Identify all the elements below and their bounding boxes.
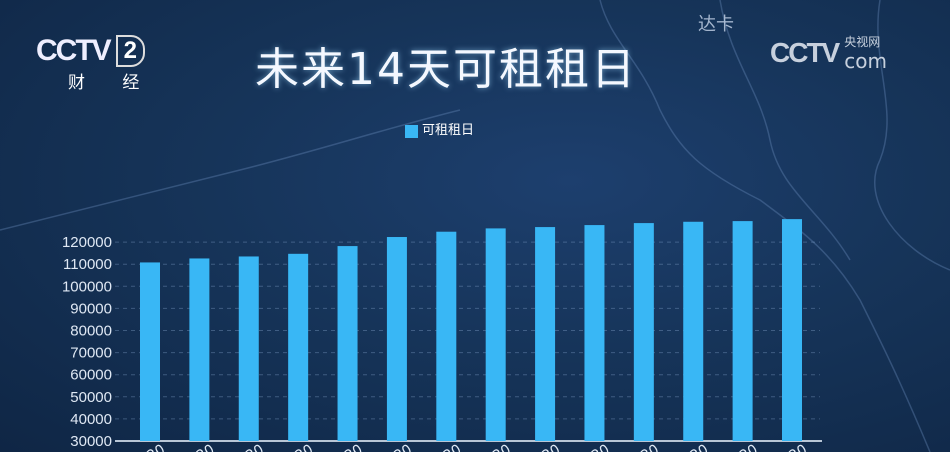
y-tick-label: 50000	[70, 389, 112, 406]
watermark-site-cn: 央视网	[844, 35, 881, 49]
legend-swatch	[405, 124, 418, 138]
x-tick-label: 20	[391, 442, 414, 452]
bar	[140, 262, 160, 441]
bar	[436, 231, 457, 441]
y-tick-label: 90000	[70, 300, 112, 317]
y-tick-label: 70000	[70, 345, 112, 362]
watermark-site-stack: 央视网 com	[844, 34, 887, 72]
x-tick-label: 20	[342, 442, 365, 452]
bar	[732, 221, 753, 441]
legend: 可租租日	[405, 123, 474, 139]
map-label: 达卡	[698, 14, 734, 35]
y-tick-label: 30000	[70, 433, 112, 450]
x-tick-label: 20	[787, 442, 810, 452]
bar	[633, 223, 654, 441]
bar	[337, 246, 358, 441]
y-tick-label: 80000	[70, 323, 112, 340]
x-tick-label: 20	[243, 442, 266, 452]
bar	[683, 221, 704, 441]
x-tick-label: 20	[441, 442, 464, 452]
y-tick-label: 110000	[63, 256, 112, 273]
bar	[485, 228, 506, 441]
y-tick-label: 60000	[70, 367, 112, 384]
bar	[386, 237, 407, 441]
bar	[288, 253, 309, 441]
logo-row: CCTV 2	[36, 34, 146, 68]
x-tick-label: 20	[688, 442, 711, 452]
bar	[189, 258, 210, 441]
bar	[584, 225, 605, 441]
legend-label: 可租租日	[422, 123, 475, 138]
watermark-site: com	[844, 49, 887, 73]
x-tick-label: 20	[589, 442, 612, 452]
bar	[535, 227, 556, 441]
cctv2-logo: CCTV 2 财 经	[36, 34, 155, 94]
x-tick-label: 20	[145, 442, 168, 452]
bar	[238, 256, 259, 441]
y-tick-label: 120000	[62, 234, 112, 251]
y-tick-label: 40000	[70, 411, 112, 428]
logo-channel-name: 财 经	[68, 73, 156, 93]
x-tick-label: 20	[638, 442, 661, 452]
bar	[782, 219, 802, 441]
x-tick-label: 20	[737, 442, 760, 452]
cctv-com-watermark: CCTV 央视网 com	[770, 34, 887, 72]
x-tick-label: 20	[293, 442, 316, 452]
y-tick-label: 100000	[62, 278, 112, 295]
x-tick-label: 20	[194, 442, 217, 452]
x-tick-label: 20	[540, 442, 563, 452]
chart-title: 未来14天可租租日	[255, 44, 637, 95]
logo-channel-number: 2	[115, 35, 146, 67]
watermark-brand: CCTV	[770, 37, 840, 68]
x-tick-label: 20	[490, 442, 513, 452]
logo-brand: CCTV	[36, 34, 112, 67]
